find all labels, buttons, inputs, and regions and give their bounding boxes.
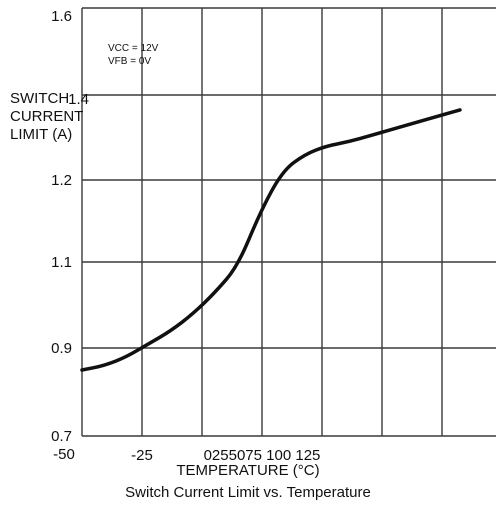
y-axis-label-line-2: CURRENT bbox=[10, 108, 84, 125]
y-tick-label-2: 1.1 bbox=[51, 254, 72, 271]
x-tick-labels: -50 -25 0255075 100 125 bbox=[53, 446, 320, 464]
x-tick-label-2: 0255075 100 125 bbox=[204, 447, 321, 464]
y-axis-label: SWITCH CURRENT LIMIT (A) bbox=[10, 90, 120, 144]
series-line bbox=[80, 108, 462, 372]
annotation-vcc: VCC = 12V bbox=[108, 43, 159, 54]
x-axis-label: TEMPERATURE (°C) bbox=[176, 462, 320, 479]
x-tick-label-0: -50 bbox=[53, 446, 75, 463]
y-tick-labels: 0.7 0.9 1.1 1.2 1.4 1.6 bbox=[51, 8, 89, 445]
y-axis-label-line-3: LIMIT (A) bbox=[10, 126, 73, 143]
chart-title: Switch Current Limit vs. Temperature bbox=[125, 484, 371, 501]
y-tick-label-3: 1.2 bbox=[51, 172, 72, 189]
annotation-vfb: VFB = 0V bbox=[108, 56, 151, 67]
y-tick-label-1: 0.9 bbox=[51, 340, 72, 357]
y-axis-label-line-1: SWITCH bbox=[10, 90, 70, 107]
y-tick-label-0: 0.7 bbox=[51, 428, 72, 445]
grid bbox=[81, 7, 496, 437]
y-tick-label-5: 1.6 bbox=[51, 8, 72, 25]
x-tick-label-1: -25 bbox=[131, 447, 153, 464]
annotation-box: VCC = 12V VFB = 0V bbox=[108, 43, 159, 67]
y-tick-label-4: 1.4 bbox=[68, 91, 89, 108]
